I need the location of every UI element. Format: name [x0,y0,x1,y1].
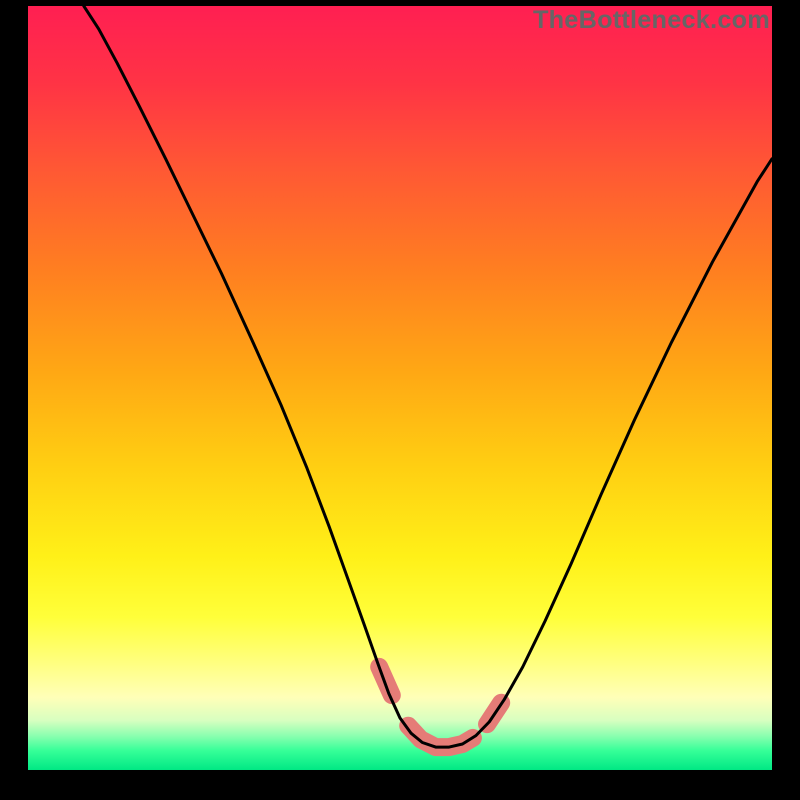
chart-background [28,6,772,770]
chart-svg [28,6,772,770]
plot-area [28,6,772,770]
watermark-text: TheBottleneck.com [533,6,770,35]
outer-frame: TheBottleneck.com [0,0,800,800]
